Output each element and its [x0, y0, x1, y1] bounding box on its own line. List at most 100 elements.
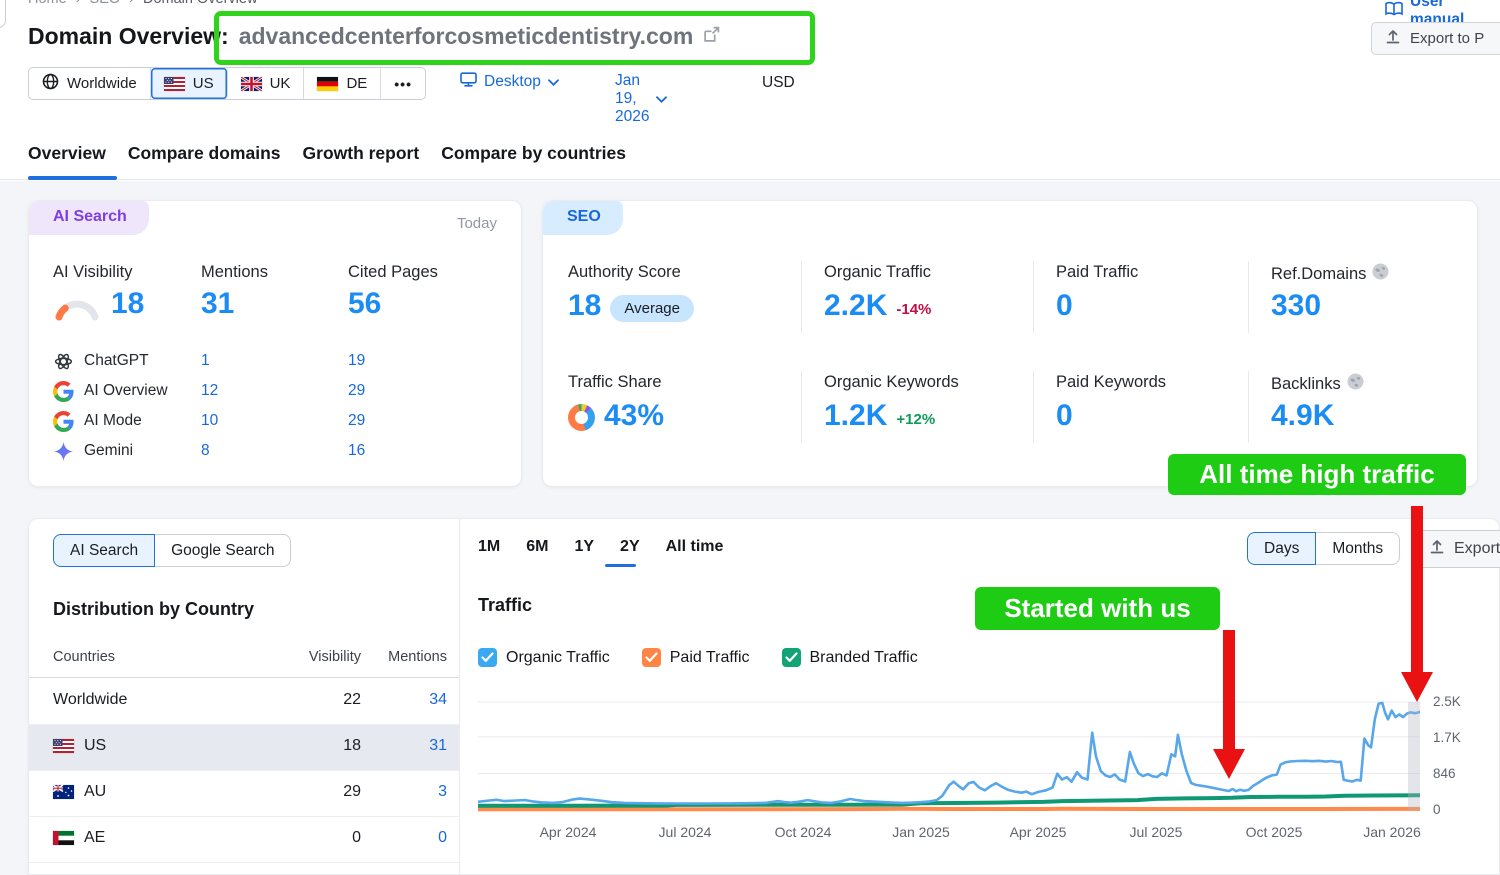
breadcrumb-separator-icon: › [129, 0, 134, 7]
provider-cited[interactable]: 29 [348, 382, 366, 399]
provider-cited[interactable]: 16 [348, 442, 366, 459]
region-more-button[interactable]: ••• [381, 68, 425, 99]
region-worldwide[interactable]: Worldwide [29, 68, 151, 99]
range-all-time[interactable]: All time [665, 538, 724, 555]
provider-cited[interactable]: 29 [348, 412, 366, 429]
country-mentions[interactable]: 31 [429, 737, 447, 754]
paid-traffic-value[interactable]: 0 [1056, 289, 1073, 322]
col-visibility[interactable]: Visibility [308, 649, 361, 665]
provider-cited[interactable]: 19 [348, 352, 366, 369]
seo-card: SEO Authority Score 18 Average Organic T… [542, 200, 1478, 487]
divider [459, 519, 460, 875]
region-uk-label: UK [269, 75, 291, 92]
country-mentions[interactable]: 0 [438, 829, 447, 846]
x-axis-tick: Apr 2024 [539, 824, 597, 840]
range-1y[interactable]: 1Y [574, 538, 595, 555]
traffic-title: Traffic [478, 595, 533, 615]
tab-overview[interactable]: Overview [28, 143, 106, 163]
country-mentions[interactable]: 34 [429, 691, 447, 708]
legend-organic-traffic[interactable]: Organic Traffic [478, 648, 610, 667]
region-uk[interactable]: UK [228, 68, 305, 99]
region-de-label: DE [346, 75, 368, 92]
country-row-au[interactable]: AU 29 3 [29, 771, 459, 817]
x-axis-tick: Jan 2025 [892, 824, 950, 840]
backlinks-value[interactable]: 4.9K [1271, 399, 1335, 432]
tab-growth-report[interactable]: Growth report [302, 143, 420, 163]
organic-keywords-number[interactable]: 1.2K [824, 399, 888, 432]
provider-row-ai-overview: AI Overview 12 29 [29, 379, 521, 409]
ai-visibility-gauge-icon [53, 293, 101, 326]
checkbox-checked-icon[interactable] [641, 648, 661, 667]
toggle-google-search[interactable]: Google Search [155, 534, 292, 567]
traffic-share-value[interactable]: 43% [568, 399, 664, 433]
domain-name: advancedcenterforcosmeticdentistry.com [238, 23, 694, 49]
country-label: AE [84, 829, 106, 846]
tab-compare-domains[interactable]: Compare domains [127, 143, 281, 163]
col-mentions[interactable]: Mentions [388, 649, 447, 665]
country-visibility: 29 [343, 783, 361, 800]
region-de[interactable]: DE [304, 68, 382, 99]
toggle-months[interactable]: Months [1316, 532, 1401, 565]
provider-visibility[interactable]: 10 [201, 412, 219, 429]
chatgpt-icon [53, 351, 74, 372]
upload-icon [1385, 29, 1401, 49]
country-row-worldwide[interactable]: Worldwide 22 34 [29, 679, 459, 725]
seo-badge: SEO [543, 201, 623, 235]
cited-pages-value[interactable]: 56 [348, 287, 382, 320]
breadcrumb: Home › SEO › Domain Overview [28, 0, 257, 7]
checkbox-checked-icon[interactable] [478, 648, 497, 667]
country-name: AE [53, 829, 105, 847]
checkbox-checked-icon[interactable] [781, 648, 801, 667]
globe-icon [42, 73, 59, 94]
range-2y[interactable]: 2Y [620, 538, 640, 555]
col-countries[interactable]: Countries [53, 649, 116, 665]
upload-icon [1429, 539, 1445, 560]
traffic-share-number[interactable]: 43% [604, 399, 665, 432]
device-selector[interactable]: Desktop [460, 72, 559, 92]
export-chart-button[interactable]: Export [1414, 530, 1500, 568]
cited-pages-label: Cited Pages [348, 263, 438, 281]
external-link-icon[interactable] [703, 26, 720, 48]
breadcrumb-seo[interactable]: SEO [90, 0, 121, 7]
country-row-ae[interactable]: AE 0 0 [29, 817, 459, 863]
country-mentions[interactable]: 3 [438, 783, 447, 800]
ellipsis-icon: ••• [394, 75, 412, 92]
provider-name: AI Overview [84, 382, 168, 399]
export-to-pdf-button[interactable]: Export to P [1371, 22, 1500, 55]
mentions-value[interactable]: 31 [201, 287, 235, 320]
ai-visibility-value[interactable]: 18 [111, 287, 145, 320]
provider-row-chatgpt: ChatGPT 1 19 [29, 349, 521, 379]
organic-keywords-value[interactable]: 1.2K +12% [824, 399, 935, 433]
provider-name: AI Mode [84, 412, 142, 429]
country-row-us[interactable]: US 18 31 [29, 725, 459, 771]
paid-traffic-label: Paid Traffic [1056, 263, 1139, 281]
region-us[interactable]: US [150, 68, 228, 99]
organic-traffic-number[interactable]: 2.2K [824, 289, 888, 322]
panel-corner-fragment [0, 0, 6, 28]
device-label: Desktop [484, 73, 541, 90]
provider-visibility[interactable]: 12 [201, 382, 219, 399]
breadcrumb-home[interactable]: Home [28, 0, 67, 7]
provider-visibility[interactable]: 8 [201, 442, 210, 459]
traffic-chart[interactable] [478, 700, 1420, 812]
organic-traffic-delta: -14% [896, 301, 932, 318]
y-axis-tick: 2.5K [1433, 694, 1461, 709]
ai-search-badge: AI Search [29, 201, 149, 235]
provider-visibility[interactable]: 1 [201, 352, 210, 369]
range-6m[interactable]: 6M [526, 538, 549, 555]
organic-traffic-value[interactable]: 2.2K -14% [824, 289, 931, 323]
desktop-icon [460, 72, 477, 92]
date-selector[interactable]: Jan 19, 2026 [615, 72, 668, 126]
backlinks-label: Backlinks [1271, 373, 1364, 395]
paid-keywords-value[interactable]: 0 [1056, 399, 1073, 432]
legend-label: Branded Traffic [809, 648, 918, 666]
range-1m[interactable]: 1M [478, 538, 501, 555]
country-visibility: 0 [352, 829, 361, 846]
toggle-days[interactable]: Days [1247, 532, 1317, 565]
ref-domains-value[interactable]: 330 [1271, 289, 1322, 322]
legend-branded-traffic[interactable]: Branded Traffic [781, 648, 918, 667]
toggle-ai-search[interactable]: AI Search [53, 534, 156, 567]
legend-paid-traffic[interactable]: Paid Traffic [641, 648, 750, 667]
tab-compare-by-countries[interactable]: Compare by countries [441, 143, 626, 163]
